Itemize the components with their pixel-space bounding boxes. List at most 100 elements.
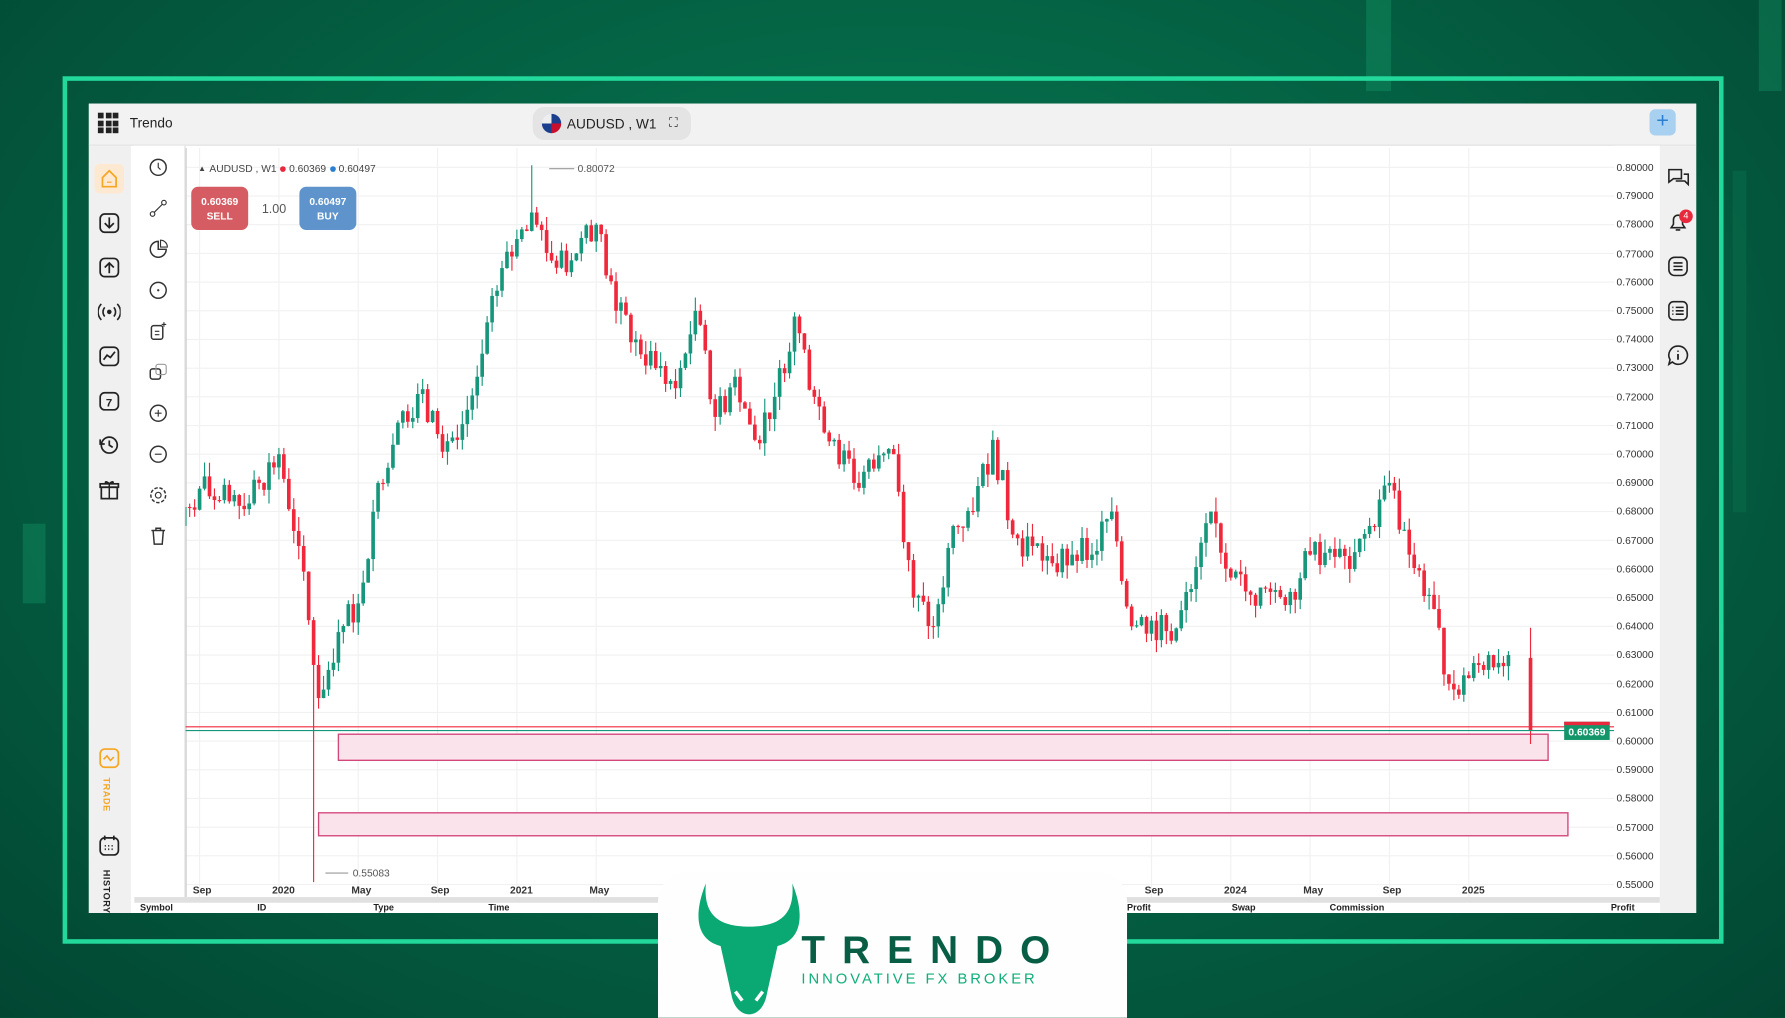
price-tick: 0.75000	[1616, 305, 1654, 317]
apps-grid-icon[interactable]	[97, 112, 119, 134]
candle-body	[683, 353, 688, 368]
candle-body	[832, 439, 836, 442]
pie-tool-icon[interactable]	[148, 239, 171, 262]
upload-icon[interactable]	[97, 255, 122, 280]
history-label[interactable]: HISTORY	[101, 869, 112, 913]
zoom-out-icon[interactable]	[148, 444, 171, 467]
candle-body	[639, 339, 643, 355]
candle-body	[762, 412, 767, 444]
trash-icon[interactable]	[148, 526, 171, 549]
candle-body	[1288, 591, 1293, 606]
candle-body	[1407, 529, 1412, 555]
candle-body	[554, 260, 559, 268]
col-swap[interactable]: Swap	[1231, 902, 1256, 913]
chart-icon[interactable]	[97, 344, 122, 369]
left-sidebar: 7 TRADE HISTORY	[88, 145, 131, 913]
col-time[interactable]: Time	[488, 902, 510, 913]
candle-body	[1293, 591, 1298, 600]
trade-icon[interactable]	[97, 746, 122, 771]
collapse-icon[interactable]: ▲	[198, 164, 206, 173]
candle-body	[663, 365, 668, 384]
candle-body	[291, 509, 296, 531]
time-tick: 2024	[1223, 884, 1247, 896]
candle-body	[941, 587, 946, 605]
candle-body	[797, 316, 802, 334]
calendar-icon[interactable]: 7	[97, 388, 122, 413]
candle-body	[1109, 511, 1114, 520]
candle-body	[634, 339, 638, 343]
candle-body	[995, 439, 1000, 481]
svg-text:7: 7	[106, 397, 112, 409]
candle-body	[1457, 689, 1461, 695]
copy-icon[interactable]	[148, 362, 171, 385]
col-id[interactable]: ID	[257, 902, 267, 913]
candle-body	[1402, 529, 1407, 531]
price-axis[interactable]: 0.80000 0.79000 0.78000 0.77000 0.76000 0.750…	[1614, 145, 1660, 900]
candle-body	[1050, 556, 1055, 564]
app-window: Trendo AUDUSD , W1 ⛶ + 7 TRADE HISTORY	[88, 103, 1697, 913]
history-calendar-icon[interactable]	[97, 833, 122, 858]
col-type[interactable]: Type	[373, 902, 394, 913]
broadcast-icon[interactable]	[97, 299, 122, 324]
history-icon[interactable]	[97, 433, 122, 458]
price-chart[interactable]: 0.80072 0.55083	[185, 147, 1615, 900]
zoom-in-icon[interactable]	[148, 403, 171, 426]
list-icon[interactable]	[1667, 255, 1690, 278]
trend-line-icon[interactable]	[148, 198, 171, 221]
candle-body	[272, 462, 276, 468]
candle-body	[1352, 552, 1357, 569]
gift-icon[interactable]	[97, 477, 122, 502]
decor-candle	[1366, 0, 1392, 92]
candle-body	[405, 411, 410, 422]
settings-icon[interactable]	[148, 485, 171, 508]
candle-body	[1382, 485, 1387, 500]
candle-body	[1283, 597, 1288, 606]
candle-body	[1278, 590, 1283, 598]
price-tick: 0.65000	[1616, 591, 1654, 604]
price-tick: 0.68000	[1616, 505, 1654, 518]
candle-body	[584, 225, 589, 238]
target-icon[interactable]	[148, 280, 171, 303]
price-tick: 0.74000	[1616, 333, 1654, 346]
candle-body	[520, 229, 524, 240]
candle-body	[1105, 519, 1109, 522]
home-icon[interactable]	[94, 163, 125, 194]
col-profit-total[interactable]: Profit	[1610, 902, 1635, 913]
candle-body	[1080, 537, 1084, 561]
candle-body	[356, 603, 361, 623]
trade-label[interactable]: TRADE	[101, 777, 112, 812]
col-symbol[interactable]: Symbol	[140, 902, 173, 913]
legend-ask: 0.60497	[338, 162, 376, 175]
buy-button[interactable]: 0.60497 BUY	[299, 186, 357, 230]
buy-price: 0.60497	[309, 195, 347, 208]
candle-body	[1035, 543, 1040, 547]
col-commission[interactable]: Commission	[1329, 902, 1385, 913]
candle-body	[579, 237, 584, 254]
add-note-icon[interactable]	[148, 321, 171, 344]
price-tick: 0.71000	[1616, 419, 1654, 432]
header: Trendo AUDUSD , W1 ⛶ +	[88, 103, 1697, 146]
candle-body	[1085, 537, 1089, 560]
add-chart-button[interactable]: +	[1649, 109, 1676, 136]
clock-icon[interactable]	[148, 157, 171, 180]
notification-badge: 4	[1679, 209, 1693, 224]
candle-body	[396, 422, 400, 445]
bell-icon[interactable]: 4	[1667, 209, 1693, 234]
col-profit[interactable]: Profit	[1127, 902, 1151, 913]
symbol-selector[interactable]: AUDUSD , W1 ⛶	[532, 107, 692, 141]
bullet-list-icon[interactable]	[1667, 299, 1690, 322]
support-zone	[317, 812, 1569, 837]
quantity-field[interactable]: 1.00	[261, 202, 287, 217]
candle-body	[415, 393, 420, 419]
sell-button[interactable]: 0.60369 SELL	[191, 186, 249, 230]
candle-body	[331, 662, 336, 670]
candle-body	[1367, 525, 1372, 534]
info-icon[interactable]	[1667, 344, 1690, 367]
download-icon[interactable]	[97, 211, 122, 236]
candle-body	[247, 503, 251, 510]
candle-body	[713, 399, 718, 417]
candle-body	[847, 450, 851, 459]
chat-icon[interactable]	[1667, 166, 1690, 189]
fullscreen-icon[interactable]: ⛶	[669, 116, 678, 130]
